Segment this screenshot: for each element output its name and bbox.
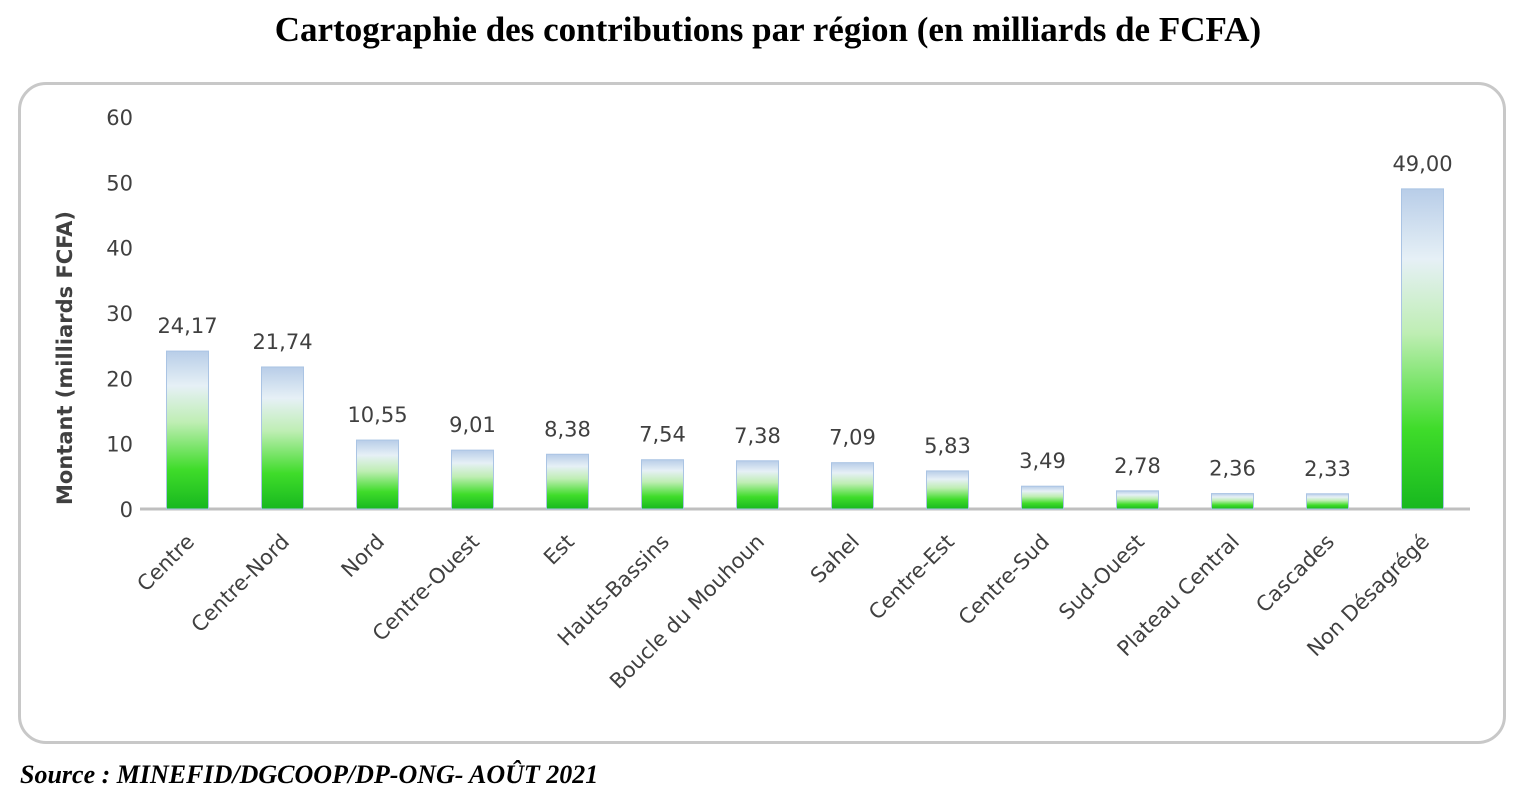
y-tick-label: 60 xyxy=(106,106,133,130)
bar xyxy=(451,449,494,510)
y-tick-label: 20 xyxy=(106,367,133,391)
x-tick-label: Sud-Ouest xyxy=(1054,530,1149,625)
x-tick-label: Centre-Nord xyxy=(187,530,294,637)
data-label: 49,00 xyxy=(1392,152,1452,176)
bar xyxy=(926,470,969,510)
bars: 24,17 Centre 21,74 Centre-Nord 10,55 Nord 9,01… xyxy=(132,152,1452,694)
y-tick-label: 50 xyxy=(106,171,133,195)
bar xyxy=(831,462,874,510)
bar xyxy=(261,366,304,510)
data-label: 21,74 xyxy=(252,330,312,354)
y-tick-label: 10 xyxy=(106,433,133,457)
y-axis: 0 10 20 30 40 50 60 xyxy=(106,106,133,522)
x-tick-label: Boucle du Mouhoun xyxy=(605,530,769,694)
data-label: 10,55 xyxy=(347,403,407,427)
bar xyxy=(736,460,779,510)
data-label: 8,38 xyxy=(544,417,591,441)
data-label: 9,01 xyxy=(449,413,496,437)
x-tick-label: Sahel xyxy=(806,530,864,588)
source-note: Source : MINEFID/DGCOOP/DP-ONG- AOÛT 202… xyxy=(20,760,599,789)
data-label: 2,36 xyxy=(1209,457,1256,481)
y-tick-label: 30 xyxy=(106,302,133,326)
data-label: 5,83 xyxy=(924,434,971,458)
data-label: 2,78 xyxy=(1114,454,1161,478)
x-tick-label: Nord xyxy=(337,530,389,582)
bar xyxy=(1401,188,1444,510)
y-tick-label: 40 xyxy=(106,237,133,261)
data-label: 24,17 xyxy=(157,314,217,338)
x-tick-label: Centre-Sud xyxy=(954,530,1054,630)
bar xyxy=(166,350,209,510)
x-tick-label: Cascades xyxy=(1251,530,1339,618)
bar xyxy=(546,453,589,510)
bar xyxy=(641,459,684,510)
data-label: 2,33 xyxy=(1304,457,1351,481)
bar xyxy=(1211,493,1254,510)
chart-title: Cartographie des contributions par régio… xyxy=(274,10,1262,49)
data-label: 7,54 xyxy=(639,423,686,447)
x-tick-label: Centre xyxy=(132,530,199,597)
bar xyxy=(1021,485,1064,510)
data-label: 3,49 xyxy=(1019,449,1066,473)
y-tick-label: 0 xyxy=(120,498,133,522)
bar xyxy=(1116,490,1159,510)
x-tick-label: Centre-Est xyxy=(864,530,959,625)
bar xyxy=(356,439,399,510)
x-tick-label: Est xyxy=(539,530,579,570)
data-label: 7,38 xyxy=(734,424,781,448)
bar xyxy=(1306,493,1349,510)
chart-frame xyxy=(18,82,1506,744)
y-axis-label: Montant (milliards FCFA) xyxy=(53,211,77,505)
data-label: 7,09 xyxy=(829,426,876,450)
